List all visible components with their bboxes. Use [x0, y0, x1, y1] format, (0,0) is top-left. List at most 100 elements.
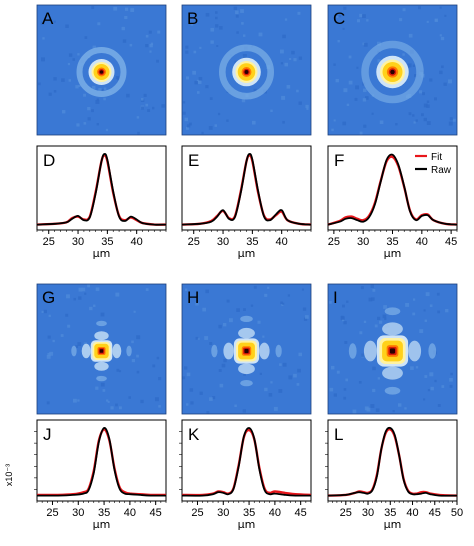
- noise-pixel: [426, 104, 430, 108]
- noise-pixel: [83, 122, 87, 125]
- noise-pixel: [412, 114, 415, 117]
- noise-pixel: [201, 131, 204, 135]
- noise-pixel: [205, 289, 209, 294]
- noise-pixel: [130, 8, 135, 12]
- noise-pixel: [65, 24, 69, 29]
- outer-lobe: [240, 379, 253, 387]
- noise-pixel: [340, 315, 345, 320]
- noise-pixel: [145, 34, 149, 38]
- x-tick-label: 45: [445, 236, 457, 248]
- noise-pixel: [343, 388, 347, 391]
- x-axis-label: µm: [384, 518, 402, 531]
- noise-pixel: [217, 112, 221, 116]
- noise-pixel: [402, 53, 405, 56]
- side-lobe: [382, 366, 403, 380]
- x-axis-label: µm: [93, 247, 111, 260]
- noise-pixel: [218, 369, 222, 372]
- noise-pixel: [151, 106, 155, 110]
- noise-pixel: [235, 14, 239, 18]
- noise-pixel: [194, 80, 198, 85]
- x-tick-label: 35: [243, 507, 255, 519]
- noise-pixel: [161, 104, 165, 108]
- noise-pixel: [399, 18, 403, 22]
- panel-label: K: [188, 425, 200, 444]
- noise-pixel: [372, 288, 376, 292]
- side-lobe: [94, 331, 109, 341]
- noise-pixel: [131, 358, 136, 363]
- noise-pixel: [193, 50, 197, 54]
- noise-pixel: [136, 335, 141, 340]
- noise-pixel: [96, 98, 99, 101]
- intensity-level: [99, 349, 104, 353]
- noise-pixel: [298, 101, 302, 105]
- noise-pixel: [131, 340, 134, 344]
- image-frame: [181, 4, 312, 136]
- noise-pixel: [154, 397, 159, 402]
- noise-pixel: [348, 80, 353, 85]
- noise-pixel: [81, 287, 86, 292]
- noise-pixel: [289, 57, 292, 60]
- noise-pixel: [152, 364, 156, 368]
- noise-pixel: [113, 6, 118, 11]
- noise-pixel: [147, 109, 151, 112]
- panel-label: J: [43, 425, 52, 444]
- noise-pixel: [253, 285, 257, 289]
- noise-pixel: [449, 377, 453, 382]
- noise-pixel: [47, 335, 51, 339]
- noise-pixel: [437, 403, 441, 407]
- noise-pixel: [371, 112, 374, 115]
- noise-pixel: [297, 368, 301, 373]
- noise-pixel: [303, 317, 308, 321]
- x-axis-label: µm: [93, 518, 111, 531]
- noise-pixel: [185, 126, 189, 130]
- noise-pixel: [298, 352, 302, 357]
- x-tick-label: 45: [429, 507, 441, 519]
- noise-pixel: [329, 301, 332, 304]
- noise-pixel: [242, 409, 246, 413]
- noise-pixel: [440, 36, 445, 41]
- x-tick-label: 40: [124, 507, 136, 519]
- noise-pixel: [273, 406, 278, 411]
- noise-pixel: [202, 307, 206, 312]
- noise-pixel: [243, 308, 246, 311]
- outer-lobe: [240, 315, 253, 323]
- noise-pixel: [53, 90, 57, 93]
- noise-pixel: [335, 78, 339, 83]
- noise-pixel: [84, 36, 88, 39]
- noise-pixel: [345, 378, 349, 382]
- noise-pixel: [158, 405, 161, 408]
- noise-pixel: [364, 406, 369, 411]
- noise-pixel: [368, 297, 373, 302]
- x-axis-label: µm: [384, 247, 402, 260]
- noise-pixel: [61, 78, 65, 82]
- noise-pixel: [250, 304, 254, 307]
- noise-pixel: [253, 88, 257, 92]
- plot-frame: [181, 419, 312, 502]
- noise-pixel: [103, 97, 106, 101]
- noise-pixel: [333, 393, 337, 397]
- noise-pixel: [352, 409, 357, 414]
- noise-pixel: [426, 121, 431, 125]
- noise-pixel: [214, 124, 218, 127]
- noise-pixel: [331, 128, 334, 132]
- noise-pixel: [215, 24, 219, 28]
- noise-pixel: [297, 11, 301, 15]
- noise-pixel: [282, 362, 287, 367]
- panel-e: 25 30 35 40 µm E: [181, 145, 312, 260]
- image-frame: [36, 283, 167, 415]
- noise-pixel: [359, 331, 363, 335]
- noise-pixel: [226, 119, 229, 122]
- noise-pixel: [341, 318, 345, 322]
- noise-pixel: [91, 6, 95, 9]
- noise-pixel: [370, 404, 375, 408]
- noise-pixel: [210, 40, 214, 44]
- noise-pixel: [208, 126, 213, 130]
- noise-pixel: [75, 85, 79, 89]
- noise-pixel: [415, 366, 419, 369]
- noise-pixel: [136, 116, 140, 119]
- noise-pixel: [343, 320, 347, 325]
- noise-pixel: [128, 396, 132, 399]
- panel-k: 25 30 35 40 45 µm K: [179, 419, 312, 531]
- noise-pixel: [293, 58, 297, 62]
- x-tick-label: 30: [72, 507, 84, 519]
